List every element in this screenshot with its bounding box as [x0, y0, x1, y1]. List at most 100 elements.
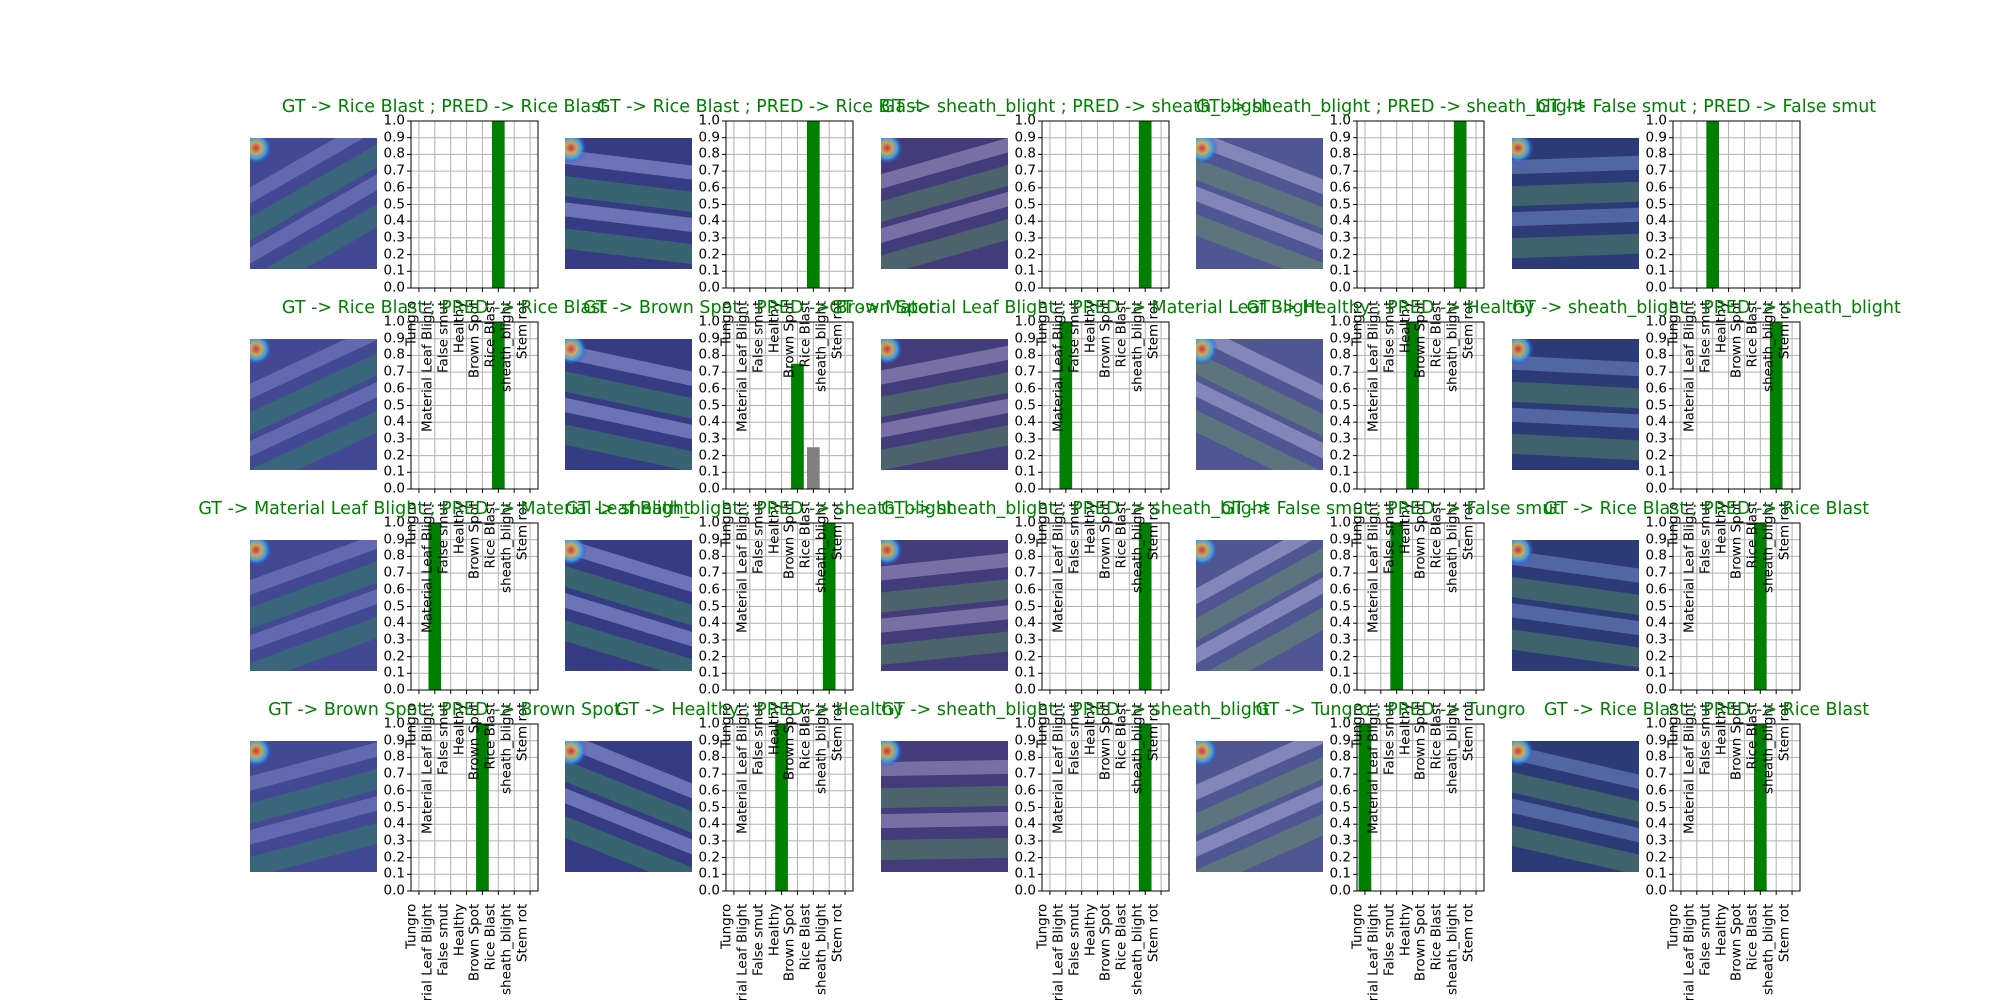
y-tick-label: 0.9 — [698, 128, 720, 145]
y-tick-label: 0.2 — [698, 446, 720, 463]
x-tick-label: False smut — [750, 903, 767, 976]
bar-healthy — [775, 724, 788, 891]
heatmap-thumbnail — [1196, 540, 1323, 671]
y-tick-label: 0.6 — [1645, 581, 1667, 598]
y-tick-label: 0.5 — [1645, 597, 1667, 614]
bar-rice-blast — [1753, 724, 1767, 891]
y-tick-label: 0.7 — [1329, 363, 1351, 380]
y-tick-label: 0.7 — [698, 363, 720, 380]
subplot-title: GT -> Material Leaf Blight ; PRED -> Mat… — [198, 499, 691, 519]
y-tick-label: 0.4 — [1014, 413, 1036, 430]
y-tick-label: 0.9 — [383, 128, 405, 145]
thumbnail-graphic — [250, 339, 377, 470]
y-tick-label: 0.9 — [698, 731, 720, 748]
bar-sheath-blight — [1769, 322, 1783, 489]
y-tick-label: 0.9 — [1014, 128, 1036, 145]
y-tick-label: 0.2 — [1645, 647, 1667, 664]
bar-axes — [1669, 723, 1801, 895]
bar-material-leaf-blight — [428, 523, 442, 690]
bar-axes — [1038, 723, 1170, 895]
x-tick-label: Rice Blast — [1744, 903, 1761, 971]
y-tick-label: 0.4 — [1645, 212, 1667, 229]
subplot-title: GT -> Rice Blast ; PRED -> Rice Blast — [1543, 700, 1870, 720]
y-tick-label: 0.7 — [1014, 564, 1036, 581]
y-tick-label: 0.5 — [698, 396, 720, 413]
y-tick-label: 0.0 — [1329, 279, 1351, 296]
x-tick-label: False smut — [435, 903, 452, 976]
y-tick-label: 1.0 — [1014, 112, 1036, 129]
y-tick-label: 0.5 — [383, 597, 405, 614]
y-tick-label: 0.8 — [1014, 547, 1036, 564]
x-tick-label: Brown Spot — [1728, 903, 1745, 982]
bar-axes — [1038, 522, 1170, 694]
thumbnail-graphic — [881, 339, 1008, 470]
thumbnail-graphic — [1512, 339, 1639, 470]
y-tick-label: 0.5 — [698, 597, 720, 614]
y-tick-label: 1.0 — [383, 514, 405, 531]
y-tick-label: 0.6 — [383, 782, 405, 799]
y-tick-label: 0.7 — [1645, 162, 1667, 179]
heatmap-thumbnail — [881, 741, 1008, 872]
y-tick-label: 1.0 — [1014, 313, 1036, 330]
heatmap-thumbnail — [1512, 741, 1639, 872]
thumbnail-graphic — [250, 138, 377, 269]
y-tick-label: 0.8 — [383, 145, 405, 162]
y-tick-label: 0.0 — [1329, 480, 1351, 497]
y-tick-label: 0.6 — [383, 581, 405, 598]
bar-sheath-blight — [1138, 121, 1152, 288]
y-tick-label: 0.0 — [698, 882, 720, 899]
y-tick-label: 1.0 — [1645, 715, 1667, 732]
y-tick-label: 0.5 — [1329, 798, 1351, 815]
y-tick-label: 0.5 — [1014, 195, 1036, 212]
x-tick-label: Stem rot — [829, 903, 846, 963]
x-tick-label: Healthy — [1397, 903, 1414, 957]
x-tick-label: Rice Blast — [1428, 903, 1445, 971]
y-tick-label: 0.9 — [1329, 530, 1351, 547]
y-tick-label: 0.5 — [1014, 396, 1036, 413]
y-tick-label: 0.0 — [383, 279, 405, 296]
y-tick-label: 0.1 — [698, 262, 720, 279]
y-tick-label: 0.0 — [1329, 882, 1351, 899]
y-tick-label: 0.0 — [1014, 681, 1036, 698]
y-tick-label: 0.7 — [383, 765, 405, 782]
y-tick-label: 0.3 — [1645, 631, 1667, 648]
y-tick-label: 0.4 — [1014, 815, 1036, 832]
thumbnail-graphic — [565, 741, 692, 872]
heatmap-thumbnail — [1196, 741, 1323, 872]
heatmap-thumbnail — [881, 540, 1008, 671]
heatmap-thumbnail — [1196, 138, 1323, 269]
y-tick-label: 0.3 — [698, 631, 720, 648]
y-tick-label: 1.0 — [698, 313, 720, 330]
y-tick-label: 0.4 — [1329, 614, 1351, 631]
x-tick-label: Rice Blast — [482, 903, 499, 971]
y-tick-label: 0.3 — [1329, 631, 1351, 648]
x-tick-label: Material Leaf Blight — [1365, 903, 1382, 1000]
y-tick-label: 0.9 — [1014, 530, 1036, 547]
bar-axes — [1669, 522, 1801, 694]
y-tick-label: 0.5 — [383, 396, 405, 413]
y-tick-label: 0.3 — [383, 430, 405, 447]
x-tick-label: Brown Spot — [1097, 903, 1114, 982]
heatmap-thumbnail — [881, 138, 1008, 269]
y-tick-label: 0.8 — [1014, 346, 1036, 363]
subplot-title: GT -> sheath_blight ; PRED -> sheath_bli… — [881, 97, 1270, 117]
y-tick-label: 0.2 — [1645, 446, 1667, 463]
x-tick-label: Material Leaf Blight — [1681, 903, 1698, 1000]
subplot-title: GT -> False smut ; PRED -> False smut — [1536, 97, 1877, 117]
x-tick-label: Rice Blast — [1113, 903, 1130, 971]
thumbnail-graphic — [1512, 741, 1639, 872]
y-tick-label: 0.7 — [383, 162, 405, 179]
y-tick-label: 0.3 — [1645, 832, 1667, 849]
y-tick-label: 0.7 — [1329, 162, 1351, 179]
x-tick-label: Tungro — [403, 903, 420, 950]
x-tick-label: Material Leaf Blight — [734, 903, 751, 1000]
y-tick-label: 0.2 — [1329, 647, 1351, 664]
y-tick-label: 0.8 — [1329, 145, 1351, 162]
thumbnail-graphic — [1196, 540, 1323, 671]
x-tick-label: sheath_blight — [498, 903, 515, 996]
y-tick-label: 0.0 — [1014, 882, 1036, 899]
bar-brown-spot — [476, 724, 489, 891]
x-tick-label: Healthy — [1713, 903, 1730, 957]
y-tick-label: 1.0 — [1329, 715, 1351, 732]
